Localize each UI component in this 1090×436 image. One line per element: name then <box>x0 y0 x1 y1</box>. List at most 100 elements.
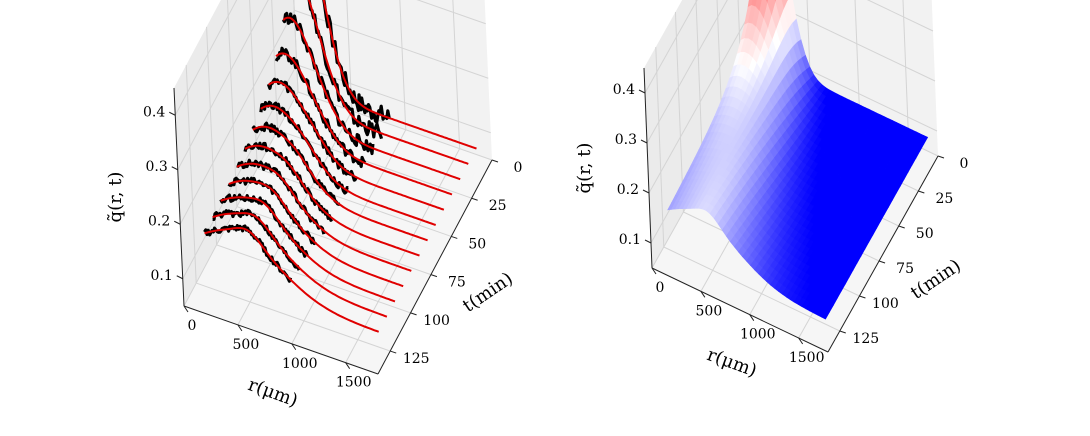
t-tick-label: 125 <box>852 331 879 347</box>
fit-profile-line <box>252 125 428 242</box>
fit-profile-line <box>244 144 420 257</box>
r-tick <box>651 267 657 275</box>
fit-profile-line <box>228 179 404 288</box>
r-tick-label: 500 <box>696 303 723 319</box>
left-3d-line-panel: 0 500 1000 1500 0 25 50 75 100 125 0.1 0.2 0.3 0.4 r(μ… <box>105 0 522 411</box>
r-tick <box>798 337 804 345</box>
fit-profile-line <box>322 0 477 150</box>
t-tick <box>410 312 417 316</box>
q-tick-label: 0.3 <box>615 132 637 148</box>
gridline-r <box>237 110 353 326</box>
r-tick <box>183 305 189 313</box>
gridline-t <box>277 129 472 199</box>
fit-profile-line <box>260 104 437 226</box>
fit-profile-line <box>307 0 469 165</box>
gridline-q <box>644 0 698 94</box>
t-tick-label: 100 <box>872 296 899 312</box>
gridline-t <box>196 282 391 352</box>
q-tick <box>644 239 652 244</box>
right-3d-surface-panel: 0 500 1000 1500 0 25 50 75 100 125 0.1 0.2 0.3 0.4 r(μ… <box>574 0 968 381</box>
gridline-t <box>655 46 665 248</box>
q-tick <box>171 166 178 171</box>
r-tick <box>291 343 297 351</box>
r-axis-label: r(μm) <box>245 374 301 411</box>
q-tick <box>169 111 176 116</box>
gridline-r <box>806 0 812 96</box>
fit-profile-line <box>275 52 453 196</box>
t-tick-label: 0 <box>960 156 969 172</box>
gridline-r <box>854 0 861 119</box>
t-tick <box>390 350 397 354</box>
gridline-q <box>648 0 758 194</box>
q-tick <box>638 89 646 94</box>
t-axis-line <box>377 159 493 375</box>
q-tick-label: 0.4 <box>613 82 635 98</box>
gridline-q <box>177 0 269 170</box>
gridline-r <box>902 0 910 143</box>
t-tick <box>898 225 905 229</box>
gridline-t <box>271 0 279 131</box>
t-tick <box>918 190 925 194</box>
t-tick-label: 25 <box>935 191 953 207</box>
gridline-q <box>174 0 238 116</box>
t-tick <box>451 235 458 239</box>
gridline-q <box>866 0 934 32</box>
t-tick-label: 100 <box>423 313 450 329</box>
r-tick-label: 0 <box>188 318 197 334</box>
q-tick-label: 0.1 <box>619 232 641 248</box>
gridline-r <box>346 0 353 111</box>
t-tick <box>839 330 846 334</box>
q-axis-line <box>173 87 185 307</box>
q-tick-label: 0.3 <box>145 159 167 175</box>
fit-profile-line <box>267 80 445 211</box>
q-tick-label: 0.2 <box>617 182 639 198</box>
q-axis-label: q̃(r, t) <box>574 143 595 194</box>
gridline-t <box>226 0 238 207</box>
t-axis-label: t(min) <box>459 268 517 317</box>
gridline-t <box>663 246 841 332</box>
t-tick-label: 75 <box>896 261 914 277</box>
back-pane <box>759 0 938 156</box>
t-tick <box>937 155 945 159</box>
t-tick-label: 50 <box>916 226 934 242</box>
gridline-q <box>179 10 295 225</box>
q-axis-label: q̃(r, t) <box>105 172 126 223</box>
q-tick <box>642 189 650 194</box>
gridline-t <box>216 244 411 314</box>
gridline-t <box>236 206 432 276</box>
gridline-t <box>185 65 197 284</box>
q-tick <box>640 139 648 144</box>
fit-profile-line <box>204 227 380 333</box>
gridline-q <box>646 0 728 144</box>
r-axis-label: r(μm) <box>704 344 760 381</box>
data-profile-line <box>281 11 375 156</box>
fit-profile-line <box>212 212 388 318</box>
t-tick <box>491 159 499 163</box>
t-tick <box>471 197 478 201</box>
q-tick-label: 0.4 <box>143 104 165 120</box>
r-tick-label: 1000 <box>282 356 318 372</box>
t-tick-label: 50 <box>468 236 486 252</box>
gridline-t <box>674 11 684 213</box>
r-tick-label: 1500 <box>336 375 372 391</box>
t-axis-line <box>827 155 939 353</box>
t-tick-label: 75 <box>448 275 466 291</box>
r-tick-label: 500 <box>233 337 260 353</box>
t-axis-label: t(min) <box>907 255 965 304</box>
gridline-t <box>257 167 452 237</box>
t-tick-label: 125 <box>403 351 430 367</box>
r-tick <box>345 362 351 369</box>
q-tick <box>176 275 183 280</box>
q-tick-label: 0.2 <box>148 213 170 229</box>
back-pane <box>293 0 492 160</box>
gridline-r <box>399 0 407 130</box>
r-tick-label: 0 <box>656 280 665 296</box>
t-tick <box>878 260 886 264</box>
r-tick <box>237 324 243 332</box>
t-tick <box>859 295 866 299</box>
fit-profile-line <box>220 196 396 303</box>
r-tick-label: 1000 <box>740 327 776 343</box>
gridline-t <box>293 0 299 93</box>
data-profile-line <box>307 0 384 140</box>
